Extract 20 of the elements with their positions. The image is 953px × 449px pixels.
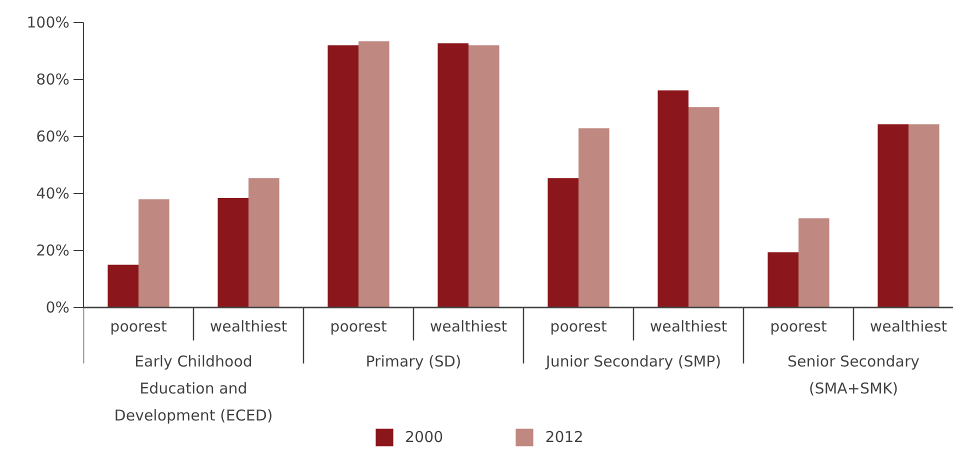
text: Primary (SD) [366, 352, 462, 370]
text: Early Childhood Education and Development (ECED) [114, 352, 273, 424]
y-tick-label: 60% [36, 128, 70, 146]
x-tick-label: wealthiest [870, 318, 948, 336]
y-tick-label: 100% [26, 14, 70, 32]
y-tick-label: 20% [36, 242, 70, 260]
x-tick-label: poorest [550, 318, 607, 336]
x-tick-label: poorest [110, 318, 167, 336]
y-tick-label: 80% [36, 70, 70, 88]
legend-label: 2012 [545, 428, 584, 446]
y-tick-label: 40% [36, 184, 70, 202]
x-tick-label: wealthiest [650, 318, 728, 336]
x-tick-label: wealthiest [210, 318, 288, 336]
x-tick-label: poorest [770, 318, 827, 336]
x-tick-label: wealthiest [430, 318, 508, 336]
y-tick-label: 0% [46, 298, 70, 316]
legend-label: 2000 [405, 428, 444, 446]
text: Senior Secondary (SMA+SMK) [788, 352, 920, 398]
text: Junior Secondary (SMP) [544, 352, 722, 370]
x-tick-label: poorest [330, 318, 387, 336]
